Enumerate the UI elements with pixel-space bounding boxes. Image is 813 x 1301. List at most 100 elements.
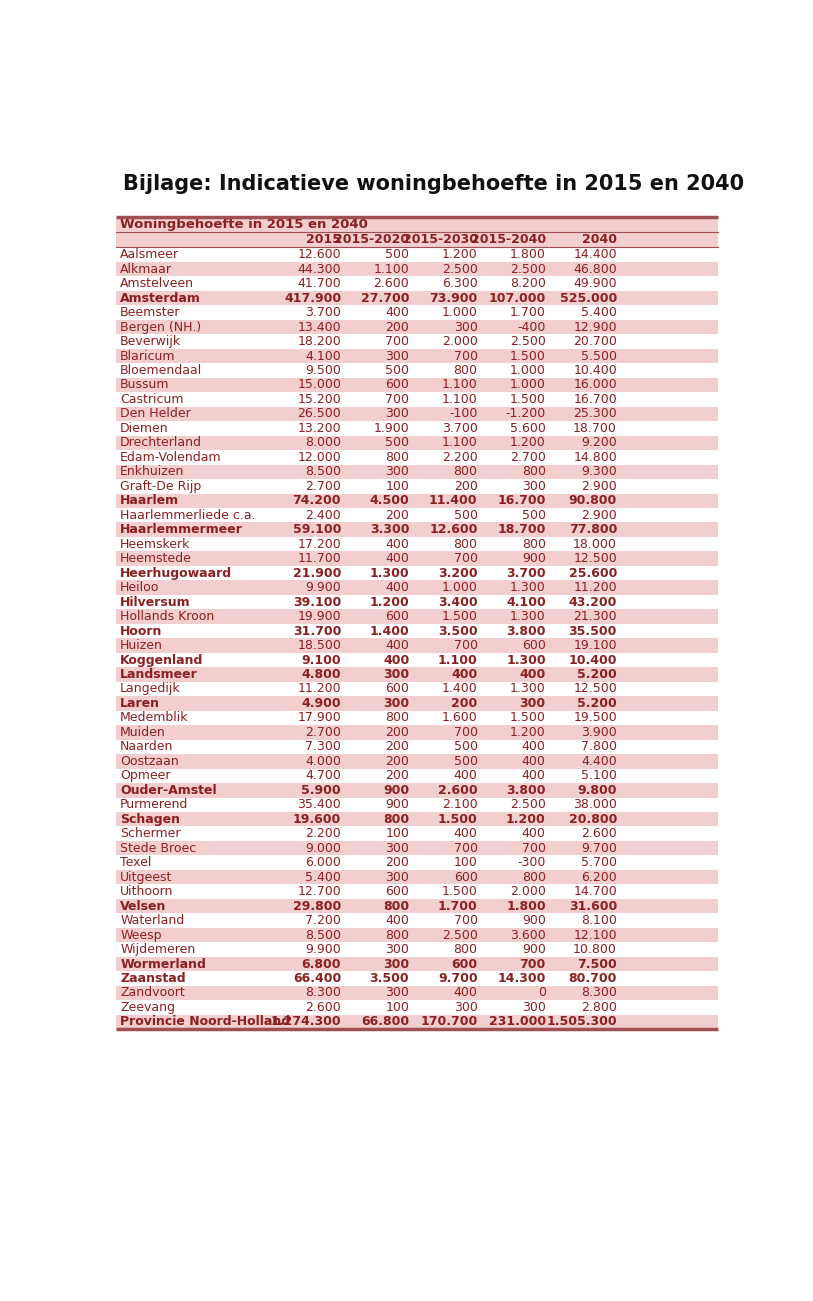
Text: 49.900: 49.900 — [573, 277, 617, 290]
Bar — [115, 320, 718, 334]
Text: 800: 800 — [385, 712, 409, 725]
Text: 100: 100 — [385, 1000, 409, 1013]
Text: 800: 800 — [454, 943, 477, 956]
Bar — [115, 856, 718, 870]
Bar — [115, 507, 718, 523]
Text: 1.300: 1.300 — [510, 582, 546, 595]
Text: 600: 600 — [385, 683, 409, 696]
Text: Amsterdam: Amsterdam — [120, 291, 201, 304]
Text: 2.900: 2.900 — [581, 480, 617, 493]
Text: 12.100: 12.100 — [573, 929, 617, 942]
Text: -100: -100 — [449, 407, 477, 420]
Text: 4.900: 4.900 — [302, 697, 341, 710]
Text: Stede Broec: Stede Broec — [120, 842, 197, 855]
Text: 400: 400 — [522, 769, 546, 782]
Text: Heiloo: Heiloo — [120, 582, 159, 595]
Text: 31.600: 31.600 — [569, 899, 617, 912]
Bar — [115, 986, 718, 1000]
Bar — [115, 450, 718, 464]
Text: 4.400: 4.400 — [581, 755, 617, 768]
Text: 3.900: 3.900 — [581, 726, 617, 739]
Text: 8.300: 8.300 — [305, 986, 341, 999]
Bar — [115, 262, 718, 276]
Bar — [115, 363, 718, 377]
Text: 1.000: 1.000 — [510, 364, 546, 377]
Text: 200: 200 — [454, 480, 477, 493]
Text: 300: 300 — [383, 958, 409, 971]
Text: 5.400: 5.400 — [581, 306, 617, 319]
Text: 18.700: 18.700 — [498, 523, 546, 536]
Text: 200: 200 — [385, 509, 409, 522]
Text: 2015-2020: 2015-2020 — [334, 233, 409, 246]
Text: 2.500: 2.500 — [510, 263, 546, 276]
Text: 14.800: 14.800 — [573, 451, 617, 464]
Text: 35.500: 35.500 — [568, 624, 617, 637]
Text: 7.500: 7.500 — [577, 958, 617, 971]
Bar — [115, 783, 718, 798]
Text: 1.200: 1.200 — [510, 436, 546, 449]
Text: 2015-2030: 2015-2030 — [402, 233, 477, 246]
Text: 4.700: 4.700 — [305, 769, 341, 782]
Text: Schermer: Schermer — [120, 827, 180, 840]
Text: Graft-De Rijp: Graft-De Rijp — [120, 480, 202, 493]
Text: 38.000: 38.000 — [573, 799, 617, 812]
Text: 500: 500 — [522, 509, 546, 522]
Text: 1.500: 1.500 — [510, 393, 546, 406]
Bar — [115, 552, 718, 566]
Text: 1.800: 1.800 — [510, 248, 546, 262]
Text: Enkhuizen: Enkhuizen — [120, 466, 185, 479]
Text: 800: 800 — [522, 537, 546, 550]
Text: 3.600: 3.600 — [510, 929, 546, 942]
Text: 0: 0 — [537, 986, 546, 999]
Bar — [115, 639, 718, 653]
Bar — [115, 653, 718, 667]
Text: 700: 700 — [454, 639, 477, 652]
Bar — [115, 247, 718, 262]
Bar — [115, 493, 718, 507]
Text: 1.100: 1.100 — [373, 263, 409, 276]
Text: Naarden: Naarden — [120, 740, 174, 753]
Text: 500: 500 — [385, 436, 409, 449]
Bar — [115, 392, 718, 407]
Text: Uithoorn: Uithoorn — [120, 885, 174, 898]
Text: 9.000: 9.000 — [305, 842, 341, 855]
Text: 800: 800 — [385, 451, 409, 464]
Bar — [115, 885, 718, 899]
Text: Ouder-Amstel: Ouder-Amstel — [120, 783, 217, 796]
Bar — [115, 682, 718, 696]
Bar — [115, 928, 718, 942]
Bar — [115, 436, 718, 450]
Text: 600: 600 — [385, 379, 409, 392]
Text: 17.200: 17.200 — [298, 537, 341, 550]
Text: Texel: Texel — [120, 856, 151, 869]
Bar — [115, 972, 718, 986]
Text: 80.700: 80.700 — [568, 972, 617, 985]
Text: Landsmeer: Landsmeer — [120, 667, 198, 680]
Text: 3.200: 3.200 — [438, 567, 477, 580]
Text: 700: 700 — [520, 958, 546, 971]
Text: 1.100: 1.100 — [441, 379, 477, 392]
Text: 11.700: 11.700 — [298, 552, 341, 565]
Text: 11.200: 11.200 — [573, 582, 617, 595]
Text: 3.800: 3.800 — [506, 624, 546, 637]
Text: 400: 400 — [451, 667, 477, 680]
Text: Weesp: Weesp — [120, 929, 162, 942]
Text: 12.500: 12.500 — [573, 552, 617, 565]
Text: Beverwijk: Beverwijk — [120, 336, 181, 349]
Text: 300: 300 — [385, 407, 409, 420]
Bar — [115, 942, 718, 956]
Bar — [115, 769, 718, 783]
Text: 4.100: 4.100 — [306, 350, 341, 363]
Text: 300: 300 — [454, 1000, 477, 1013]
Text: 19.100: 19.100 — [573, 639, 617, 652]
Text: 8.500: 8.500 — [305, 466, 341, 479]
Text: 6.200: 6.200 — [581, 870, 617, 883]
Text: Opmeer: Opmeer — [120, 769, 171, 782]
Text: 5.900: 5.900 — [302, 783, 341, 796]
Text: 20.800: 20.800 — [568, 813, 617, 826]
Text: 500: 500 — [454, 755, 477, 768]
Bar — [115, 334, 718, 349]
Text: Purmerend: Purmerend — [120, 799, 189, 812]
Text: 9.100: 9.100 — [302, 653, 341, 666]
Text: 400: 400 — [385, 915, 409, 928]
